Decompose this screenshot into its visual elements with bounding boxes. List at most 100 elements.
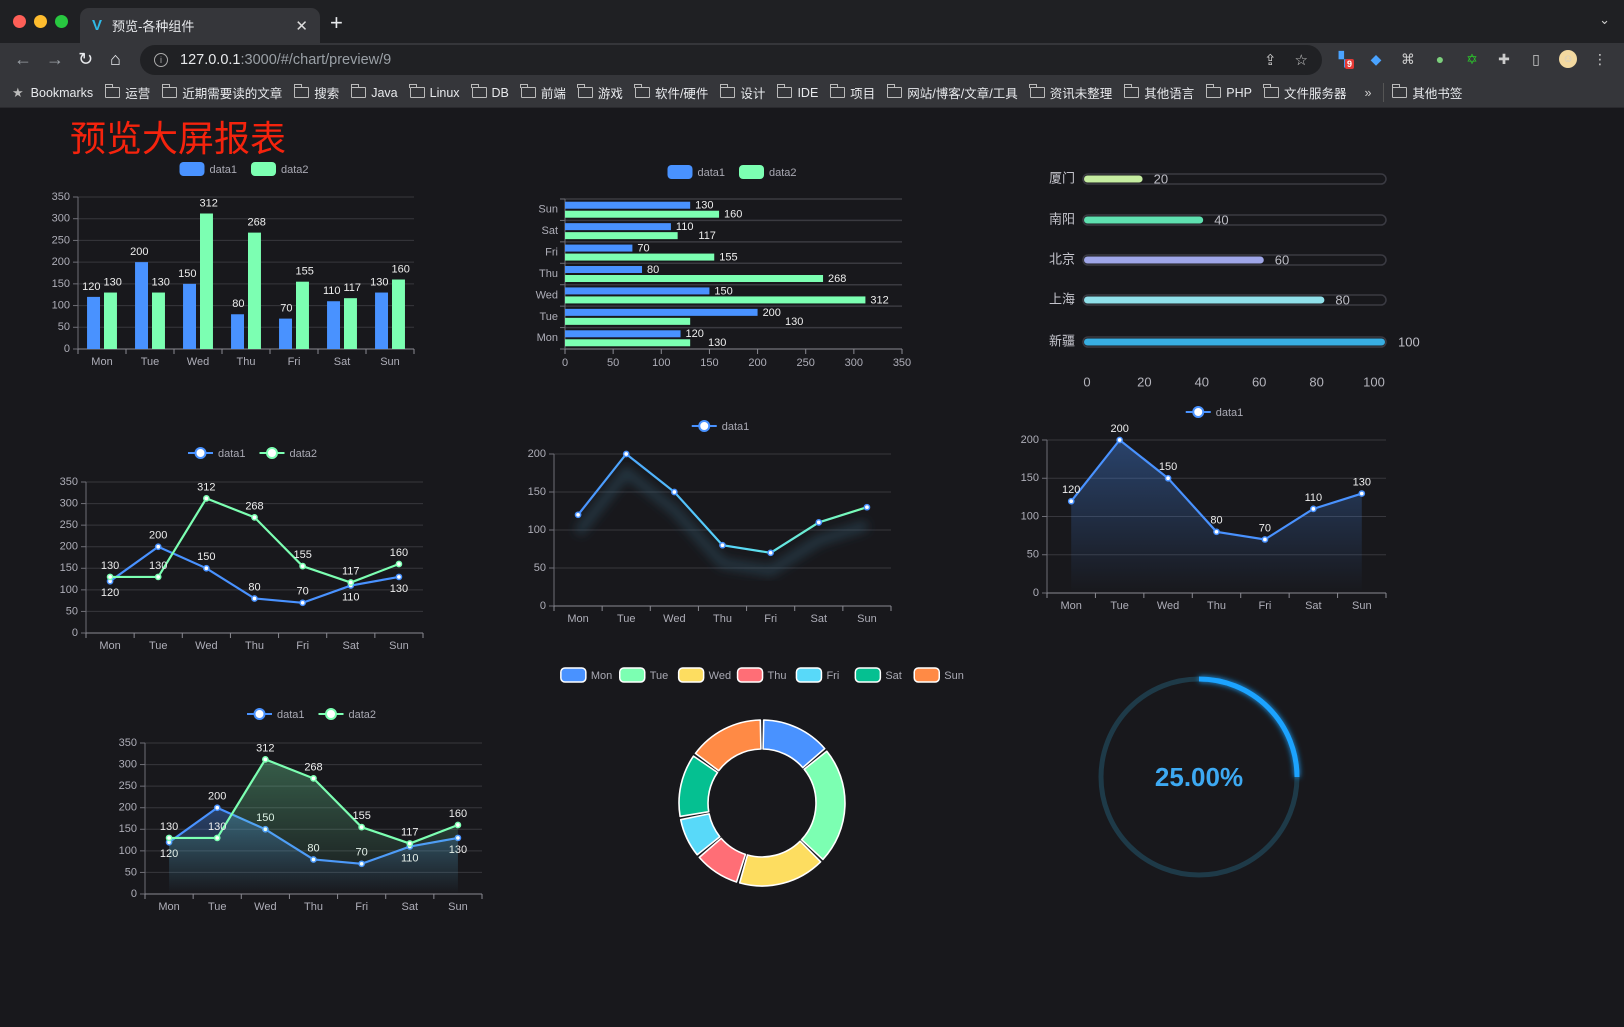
legend-item[interactable]: data1: [179, 162, 238, 176]
y-tick-label: 100: [119, 845, 137, 857]
x-tick-label: 0: [562, 357, 568, 369]
category-label: 北京: [1049, 251, 1075, 266]
bookmark-item[interactable]: 资讯未整理: [1029, 83, 1112, 102]
legend-item[interactable]: data2: [259, 447, 318, 460]
tab-active[interactable]: V 预览-各种组件 ✕: [80, 8, 320, 43]
extension-star-icon[interactable]: ✡: [1466, 50, 1478, 67]
x-tick-label: Fri: [288, 356, 301, 368]
bookmark-item[interactable]: ★ Bookmarks: [12, 85, 93, 101]
legend-swatch-icon: [677, 667, 705, 683]
x-tick-label: Sun: [389, 640, 409, 652]
bookmark-item[interactable]: DB: [471, 84, 509, 100]
extension-circle-icon[interactable]: ●: [1435, 51, 1445, 67]
bookmark-star-icon[interactable]: ☆: [1294, 52, 1308, 69]
donut-slice[interactable]: [738, 840, 822, 887]
legend-item[interactable]: data1: [188, 447, 246, 460]
progress-fill: [1084, 296, 1325, 304]
other-bookmarks[interactable]: 其他书签: [1383, 83, 1462, 102]
bookmark-item[interactable]: 设计: [719, 83, 765, 102]
donut-slice[interactable]: [679, 813, 721, 856]
more-bookmarks-button[interactable]: »: [1364, 85, 1372, 100]
bookmark-item[interactable]: 项目: [829, 83, 875, 102]
extension-command-icon[interactable]: ⌘: [1401, 50, 1415, 67]
legend-item[interactable]: data1: [691, 420, 750, 433]
zoom-window-button[interactable]: [55, 15, 68, 28]
data-label: 120: [101, 587, 119, 599]
url-path: :3000/#/chart/preview/9: [240, 52, 392, 68]
address-bar[interactable]: i 127.0.0.1:3000/#/chart/preview/9 ⇪ ☆: [140, 45, 1322, 75]
data-point: [251, 514, 258, 521]
donut-slice[interactable]: [800, 750, 846, 861]
data-label: 120: [1062, 484, 1080, 496]
legend-item[interactable]: Tue: [619, 667, 669, 683]
bar: [565, 308, 758, 316]
donut-slice[interactable]: [678, 755, 719, 818]
data-point: [1116, 436, 1123, 444]
x-tick-label: Wed: [254, 901, 276, 913]
legend-item[interactable]: Thu: [736, 667, 787, 683]
data-label: 80: [248, 581, 260, 593]
legend-label: Thu: [768, 670, 787, 682]
legend-item[interactable]: data1: [247, 708, 305, 721]
bookmark-item[interactable]: PHP: [1205, 84, 1252, 100]
legend-item[interactable]: data2: [739, 165, 797, 179]
y-tick-label: 0: [540, 600, 546, 612]
y-tick-label: 200: [60, 541, 78, 553]
bookmark-item[interactable]: 软件/硬件: [634, 83, 708, 102]
x-tick-label: Sun: [1352, 600, 1372, 612]
home-icon[interactable]: ⌂: [110, 49, 121, 69]
bookmark-item[interactable]: 网站/博客/文章/工具: [886, 83, 1018, 102]
bookmark-item[interactable]: 游戏: [577, 83, 623, 102]
donut-slice[interactable]: [694, 719, 762, 772]
legend-item[interactable]: Sat: [854, 667, 902, 683]
data-label: 130: [708, 337, 726, 349]
site-info-icon[interactable]: i: [154, 53, 168, 67]
legend-item[interactable]: Sun: [913, 667, 964, 683]
legend-item[interactable]: data2: [251, 162, 309, 176]
legend-item[interactable]: data1: [667, 165, 726, 179]
legend-item[interactable]: Mon: [560, 667, 612, 683]
bookmark-item[interactable]: 搜索: [293, 83, 339, 102]
tab-title: 预览-各种组件: [112, 19, 195, 34]
side-panel-icon[interactable]: ▯: [1532, 50, 1540, 67]
bar: [135, 262, 148, 349]
back-icon[interactable]: ←: [14, 49, 32, 69]
bookmark-item[interactable]: IDE: [776, 84, 818, 100]
bookmark-item[interactable]: 其他语言: [1123, 83, 1194, 102]
data-label: 200: [149, 530, 167, 542]
bookmark-item[interactable]: 前端: [520, 83, 566, 102]
donut-slice[interactable]: [762, 719, 826, 769]
legend-item[interactable]: Wed: [677, 667, 731, 683]
bookmark-item[interactable]: Linux: [409, 84, 460, 100]
close-window-button[interactable]: [13, 15, 26, 28]
legend-label: Tue: [650, 670, 669, 682]
data-point: [213, 834, 221, 842]
avatar[interactable]: ☺: [1559, 50, 1577, 68]
tab-search-chevron-icon[interactable]: ⌄: [1599, 12, 1610, 27]
extension-grid-icon[interactable]: ▚ 9: [1338, 50, 1355, 69]
data-point: [767, 549, 774, 557]
bookmark-item[interactable]: 近期需要读的文章: [161, 83, 282, 102]
bookmark-label: Bookmarks: [30, 85, 94, 100]
bookmark-item[interactable]: 运营: [104, 83, 150, 102]
legend-item[interactable]: data1: [1185, 406, 1244, 419]
y-tick-label: 50: [58, 321, 70, 333]
tab-close-icon[interactable]: ✕: [295, 17, 308, 35]
progress-track: [1082, 254, 1387, 266]
more-menu-icon[interactable]: ⋮: [1593, 50, 1607, 67]
extension-diamond-icon[interactable]: ◆: [1370, 50, 1382, 67]
bookmark-item[interactable]: 文件服务器: [1263, 83, 1346, 102]
forward-icon[interactable]: →: [46, 49, 64, 69]
x-tick-label: 100: [1363, 374, 1385, 389]
donut-slice[interactable]: [698, 837, 747, 883]
reload-icon[interactable]: ↻: [78, 49, 94, 69]
share-icon[interactable]: ⇪: [1263, 52, 1277, 69]
line-chart: data1 data2 0 50 100 150 200 250 300 350 Mon Tue Wed…: [60, 447, 424, 652]
minimize-window-button[interactable]: [34, 15, 47, 28]
new-tab-button[interactable]: +: [330, 10, 343, 35]
bookmark-item[interactable]: Java: [350, 84, 398, 100]
legend-item[interactable]: Fri: [795, 667, 839, 683]
legend-item[interactable]: data2: [318, 708, 377, 721]
extensions-puzzle-icon[interactable]: ✚: [1498, 50, 1510, 67]
x-tick-label: Fri: [1259, 600, 1272, 612]
